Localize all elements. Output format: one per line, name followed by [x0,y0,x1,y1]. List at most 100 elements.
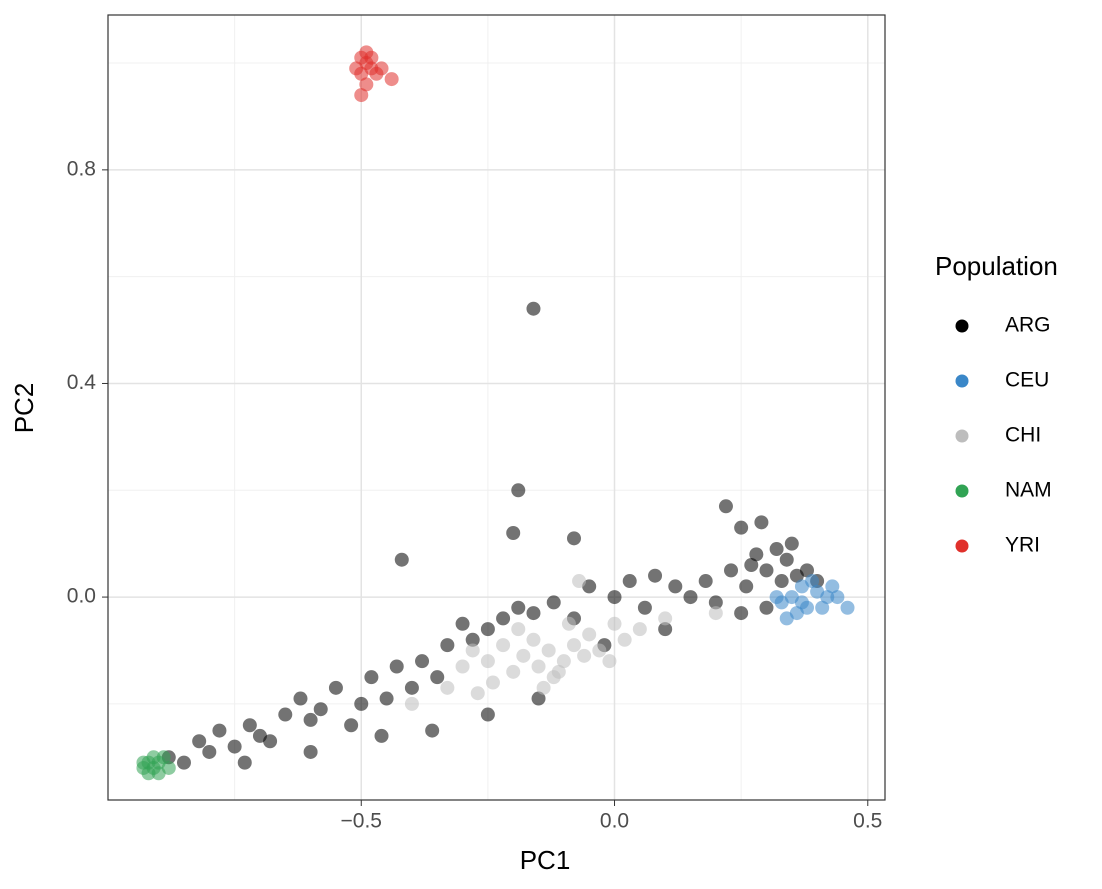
point [769,542,784,557]
point [465,643,480,658]
point [774,574,789,589]
point [607,616,622,631]
legend-label: CEU [1005,369,1049,392]
point [759,563,774,578]
point [364,50,379,65]
point [820,590,835,605]
legend-label: CHI [1005,424,1041,447]
point [384,72,399,87]
legend-swatch [955,484,969,498]
point [404,696,419,711]
point [349,61,364,76]
point [354,696,369,711]
point [440,680,455,695]
y-tick-label: 0.8 [67,157,96,180]
point [511,483,526,498]
point [734,606,749,621]
point [425,723,440,738]
point [511,600,526,615]
point [637,600,652,615]
legend-label: YRI [1005,534,1040,557]
point [592,643,607,658]
point [465,632,480,647]
point [328,680,343,695]
point [582,627,597,642]
point [136,755,151,770]
point [815,600,830,615]
point [227,739,242,754]
point [830,590,845,605]
legend-label: NAM [1005,479,1052,502]
point [516,648,531,663]
point [648,568,663,583]
point [455,659,470,674]
point [668,579,683,594]
point [572,574,587,589]
grid [108,15,885,800]
point [658,622,673,637]
point [577,648,592,663]
point [480,707,495,722]
point [718,499,733,514]
point [526,632,541,647]
point [556,654,571,669]
point [176,755,191,770]
panel-border [107,14,886,801]
point [825,579,840,594]
point [359,77,374,92]
points [136,45,855,781]
point [602,654,617,669]
point [506,525,521,540]
point [708,595,723,610]
point [526,606,541,621]
point [496,638,511,653]
point [379,691,394,706]
point [389,659,404,674]
legend-swatch [955,374,969,388]
point [151,766,166,781]
point [374,61,389,76]
point [551,664,566,679]
point [237,755,252,770]
legend-swatch [955,319,969,333]
x-tick-label: 0.5 [853,810,882,833]
x-tick-label: 0.0 [600,810,629,833]
point [536,680,551,695]
point [404,680,419,695]
point [364,670,379,685]
point [313,702,328,717]
point [374,728,389,743]
point [779,611,794,626]
point [784,536,799,551]
point [739,579,754,594]
point [293,691,308,706]
point [242,718,257,733]
point [303,744,318,759]
point [156,750,171,765]
point [658,611,673,626]
point [698,574,713,589]
point [744,558,759,573]
point [541,643,556,658]
point [470,686,485,701]
point [430,670,445,685]
point [354,88,369,103]
y-tick-label: 0.0 [67,585,96,608]
point [202,744,217,759]
point [749,547,764,562]
point [344,718,359,733]
point [622,574,637,589]
point [455,616,470,631]
point [531,659,546,674]
point [278,707,293,722]
point [192,734,207,749]
point [754,515,769,530]
point [303,712,318,727]
point [394,552,409,567]
point [496,611,511,626]
y-axis-title: PC2 [9,383,39,434]
point [263,734,278,749]
point [632,622,647,637]
